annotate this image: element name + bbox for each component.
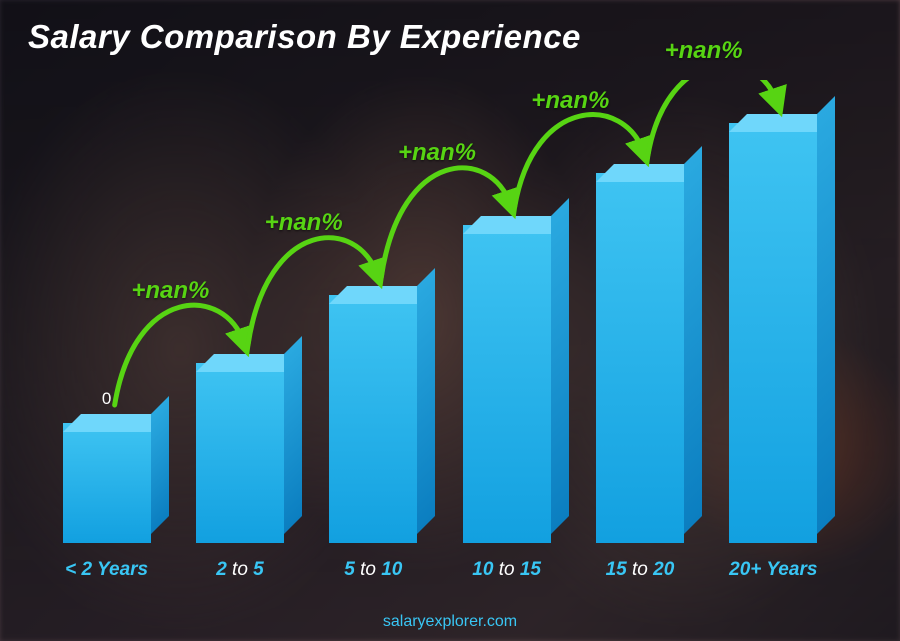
chart-area: 000000 < 2 Years2 to 55 to 1010 to 1515 … — [40, 80, 840, 581]
delta-label: +nan% — [531, 87, 609, 115]
x-axis-label: 2 to 5 — [175, 559, 305, 581]
x-axis-label: < 2 Years — [42, 559, 172, 581]
x-axis-label: 20+ Years — [708, 559, 838, 581]
bar-value-label: 0 — [196, 329, 284, 349]
bar-front: 0 — [329, 295, 417, 543]
bar-front: 0 — [463, 225, 551, 543]
bar: 0 — [596, 173, 684, 543]
bar-side-face — [151, 396, 169, 534]
delta-label: +nan% — [398, 139, 476, 167]
x-axis-label: 10 to 15 — [442, 559, 572, 581]
x-axis-label: 15 to 20 — [575, 559, 705, 581]
bar-front: 0 — [596, 173, 684, 543]
bar-value-label: 0 — [596, 139, 684, 159]
bar-side-face — [417, 268, 435, 534]
x-axis-label: 5 to 10 — [308, 559, 438, 581]
bar-slot: 0 — [42, 423, 172, 543]
x-axis-labels: < 2 Years2 to 55 to 1010 to 1515 to 2020… — [40, 559, 840, 581]
footer-attribution: salaryexplorer.com — [0, 613, 900, 631]
bar-value-label: 0 — [329, 261, 417, 281]
bar-front: 0 — [63, 423, 151, 543]
bar-slot: 0 — [175, 363, 305, 543]
bar-side-face — [284, 336, 302, 534]
bar-side-face — [551, 198, 569, 534]
bar-front: 0 — [729, 123, 817, 543]
bars-row: 000000 — [40, 103, 840, 543]
bar-side-face — [817, 96, 835, 534]
bar-side-face — [684, 146, 702, 534]
chart-title: Salary Comparison By Experience — [28, 18, 581, 56]
bar: 0 — [729, 123, 817, 543]
bar-value-label: 0 — [729, 89, 817, 109]
bar: 0 — [196, 363, 284, 543]
delta-label: +nan% — [265, 209, 343, 237]
bar-front: 0 — [196, 363, 284, 543]
bar-slot: 0 — [442, 225, 572, 543]
bar: 0 — [329, 295, 417, 543]
bar-slot: 0 — [575, 173, 705, 543]
bar-slot: 0 — [308, 295, 438, 543]
bar-value-label: 0 — [463, 191, 551, 211]
bar: 0 — [463, 225, 551, 543]
delta-label: +nan% — [131, 277, 209, 305]
bar-slot: 0 — [708, 123, 838, 543]
bar-value-label: 0 — [63, 389, 151, 409]
delta-label: +nan% — [665, 37, 743, 65]
bar: 0 — [63, 423, 151, 543]
